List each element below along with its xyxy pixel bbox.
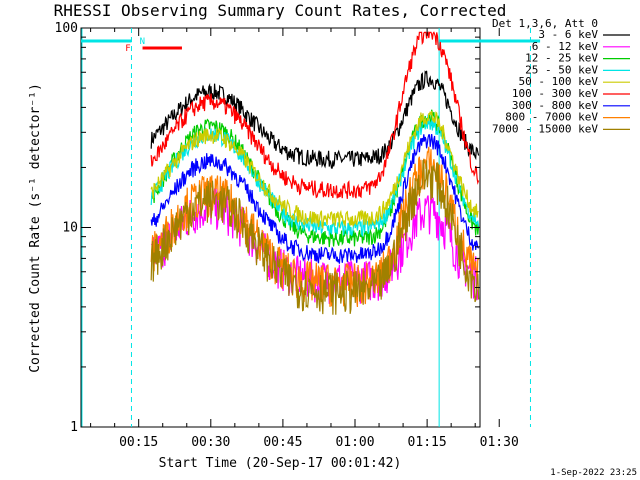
x-axis: 00:15 00:30 00:45 01:00 01:15 01:30 [90,28,519,450]
legend-entry-label: 25 - 50 keV [525,63,598,76]
night-flag-label: N [140,37,145,47]
x-tick-label: 00:45 [263,435,302,450]
footer-date: 1-Sep-2022 23:25 [550,468,637,478]
legend-entry-label: 3 - 6 keV [538,28,598,41]
chart-title: RHESSI Observing Summary Count Rates, Co… [54,1,507,20]
legend-entry-label: 6 - 12 keV [532,40,599,53]
y-tick-label: 1 [70,420,78,435]
x-tick-label: 01:15 [408,435,447,450]
legend-entry-label: 7000 - 15000 keV [492,122,598,135]
x-tick-label: 00:15 [119,435,158,450]
legend-entry-label: 800 - 7000 keV [505,111,598,124]
series-line [150,134,480,264]
series-line [150,159,480,315]
x-tick-label: 00:30 [191,435,230,450]
legend-entry-label: 50 - 100 keV [519,75,599,88]
x-tick-label: 01:00 [335,435,374,450]
plot-area: NF [80,27,541,428]
series-line [150,70,480,169]
series-line [150,110,479,230]
series-line [150,187,480,304]
y-axis-label: Corrected Count Rate (s⁻¹ detector⁻¹) [28,83,43,373]
flare-flag-label: F [125,44,130,54]
y-axis: 1 10 100 [55,21,480,435]
y-tick-label: 100 [55,21,78,36]
legend-entry-label: 100 - 300 keV [512,87,598,100]
legend-entry-label: 300 - 800 keV [512,99,598,112]
legend-entry-label: 12 - 25 keV [525,52,598,65]
x-axis-label: Start Time (20-Sep-17 00:01:42) [159,456,402,471]
series-line [150,31,480,199]
legend-header: Det 1,3,6, Att 0 [492,17,598,30]
x-tick-label: 01:30 [480,435,519,450]
y-tick-label: 10 [62,221,78,236]
